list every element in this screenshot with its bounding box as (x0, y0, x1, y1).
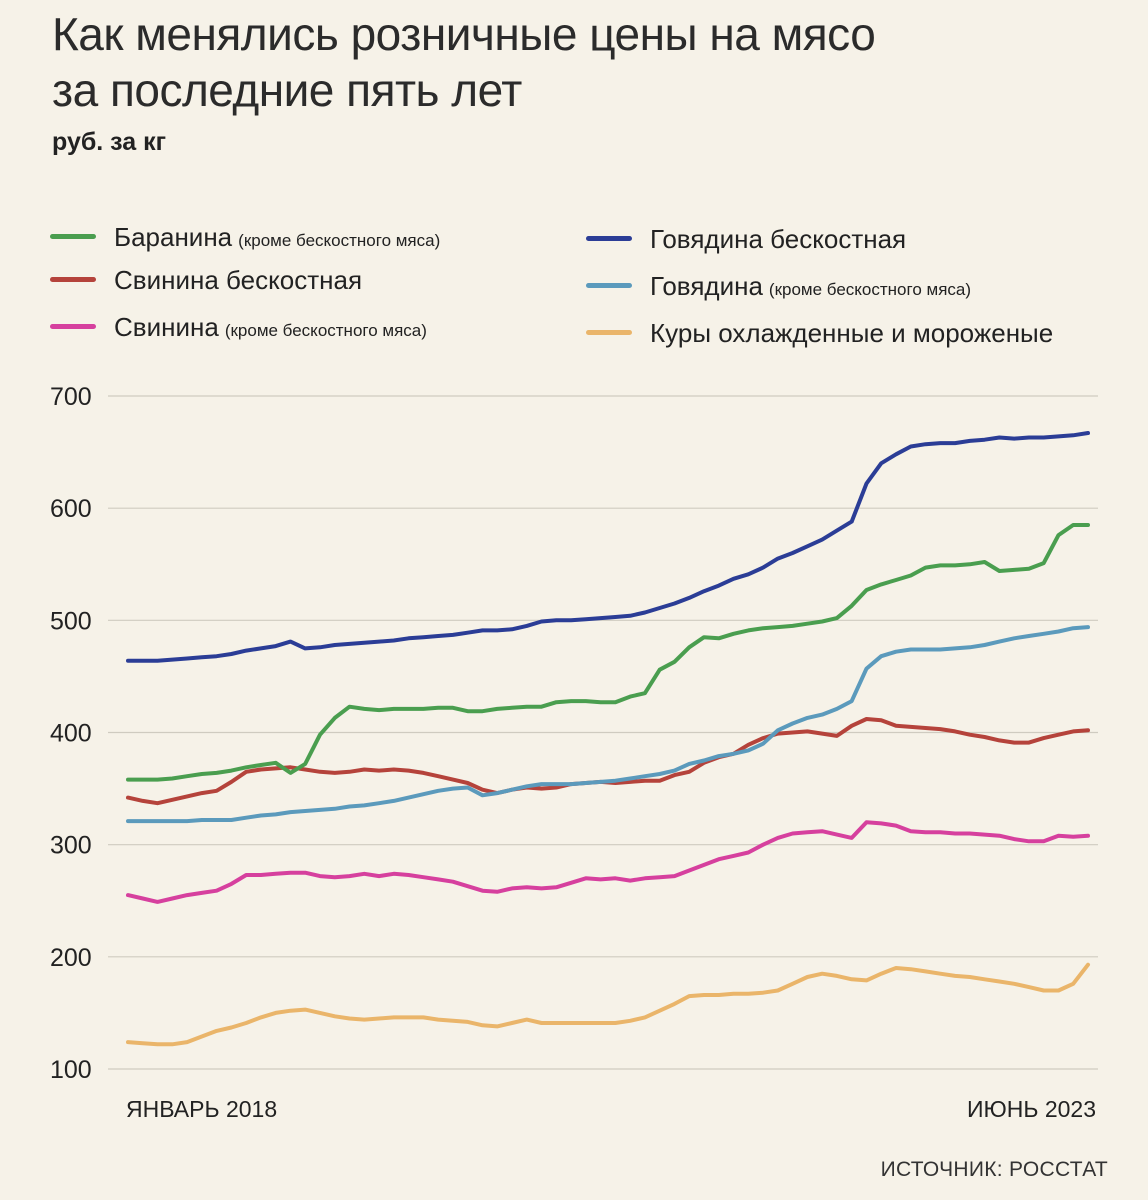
legend-item-lamb: Баранина (кроме бескостного мяса) (50, 222, 440, 253)
legend-label-pork: Свинина (114, 312, 219, 342)
legend-item-pork: Свинина (кроме бескостного мяса) (50, 312, 427, 343)
legend-label-boneless-beef: Говядина бескостная (650, 224, 907, 254)
legend-note-beef: (кроме бескостного мяса) (768, 280, 972, 299)
legend-swatch-lamb (50, 234, 96, 239)
series-line-lamb (126, 523, 1090, 782)
legend-item-boneless-beef: Говядина бескостная (586, 224, 906, 255)
y-tick-label-500: 500 (50, 607, 92, 635)
chart-subtitle: руб. за кг (52, 128, 167, 156)
x-label-end: ИЮНЬ 2023 (967, 1096, 1096, 1122)
y-tick-label-100: 100 (50, 1056, 92, 1084)
y-tick-label-400: 400 (50, 720, 92, 748)
y-tick-label-700: 700 (50, 383, 92, 411)
legend-swatch-boneless-pork (50, 277, 96, 282)
legend-swatch-boneless-beef (586, 236, 632, 241)
y-tick-label-300: 300 (50, 832, 92, 860)
legend-item-chicken: Куры охлажденные и мороженые (586, 318, 1053, 349)
x-label-start: ЯНВАРЬ 2018 (126, 1096, 277, 1122)
legend-note-lamb: (кроме бескостного мяса) (238, 231, 441, 250)
legend-swatch-beef (586, 283, 632, 288)
legend-label-beef: Говядина (650, 271, 763, 301)
legend-label-boneless-pork: Свинина бескостная (114, 265, 363, 295)
series-line-pork (126, 820, 1090, 904)
legend-label-lamb: Баранина (114, 222, 233, 252)
legend-note-pork: (кроме бескостного мяса) (224, 321, 427, 340)
series-line-chicken (126, 962, 1090, 1047)
chart-title: Как менялись розничные цены на мясо за п… (52, 6, 876, 118)
legend-swatch-pork (50, 324, 96, 329)
series-line-boneless-pork (126, 717, 1090, 806)
legend-item-boneless-pork: Свинина бескостная (50, 265, 362, 296)
legend-item-beef: Говядина (кроме бескостного мяса) (586, 271, 971, 302)
y-tick-label-200: 200 (50, 944, 92, 972)
series-line-beef (126, 625, 1090, 824)
source-note: ИСТОЧНИК: РОССТАТ (880, 1158, 1108, 1181)
chart-title-line2: за последние пять лет (52, 64, 522, 116)
series-line-boneless-beef (126, 431, 1090, 663)
y-tick-label-600: 600 (50, 495, 92, 523)
legend-swatch-chicken (586, 330, 632, 335)
chart-title-line1: Как менялись розничные цены на мясо (52, 8, 876, 60)
legend-label-chicken: Куры охлажденные и мороженые (650, 318, 1054, 348)
